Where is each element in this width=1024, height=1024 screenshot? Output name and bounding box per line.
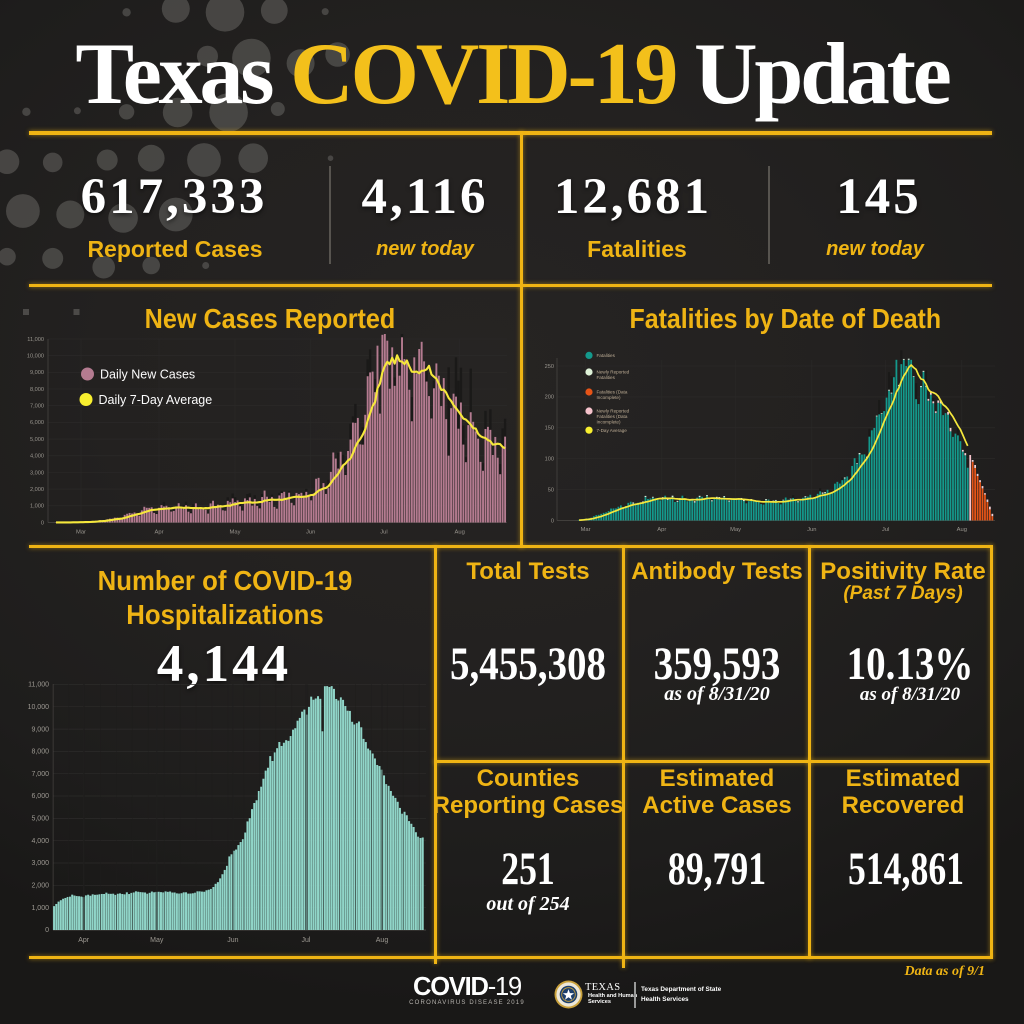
svg-text:Mar: Mar	[76, 530, 86, 536]
svg-text:0: 0	[551, 518, 554, 524]
svg-text:May: May	[730, 527, 741, 533]
svg-text:8,000: 8,000	[30, 387, 44, 393]
svg-text:Apr: Apr	[154, 530, 163, 536]
svg-text:Aug: Aug	[376, 937, 389, 944]
svg-text:Fatalities (Data: Fatalities (Data	[597, 414, 628, 419]
svg-text:Incomplete): Incomplete)	[597, 419, 621, 424]
svg-text:Incomplete): Incomplete)	[597, 395, 621, 400]
svg-text:3,000: 3,000	[31, 860, 49, 867]
svg-text:0: 0	[45, 927, 49, 934]
svg-text:11,000: 11,000	[27, 337, 44, 343]
svg-text:3,000: 3,000	[30, 470, 44, 476]
svg-text:May: May	[150, 937, 164, 944]
svg-text:Apr: Apr	[78, 937, 90, 944]
svg-text:6,000: 6,000	[31, 793, 49, 800]
svg-text:May: May	[230, 530, 241, 536]
svg-text:50: 50	[548, 487, 554, 493]
svg-text:200: 200	[545, 395, 554, 401]
svg-text:2,000: 2,000	[31, 883, 49, 890]
svg-text:2,000: 2,000	[30, 487, 44, 493]
svg-text:Jul: Jul	[380, 530, 387, 536]
svg-text:Jun: Jun	[227, 937, 238, 944]
svg-text:11,000: 11,000	[28, 682, 49, 689]
svg-text:5,000: 5,000	[30, 437, 44, 443]
svg-text:Daily New Cases: Daily New Cases	[100, 368, 195, 382]
svg-text:Newly Reported: Newly Reported	[597, 370, 630, 375]
svg-text:4,000: 4,000	[30, 454, 44, 460]
svg-text:Fatalities: Fatalities	[597, 353, 616, 358]
svg-text:10,000: 10,000	[28, 704, 50, 711]
svg-text:10,000: 10,000	[27, 354, 44, 360]
svg-text:7,000: 7,000	[31, 771, 49, 778]
svg-text:Mar: Mar	[581, 527, 591, 533]
svg-text:Jun: Jun	[306, 530, 315, 536]
svg-text:4,000: 4,000	[31, 838, 49, 845]
svg-text:6,000: 6,000	[30, 420, 44, 426]
svg-text:Fatalities (Data: Fatalities (Data	[597, 390, 628, 395]
svg-text:1,000: 1,000	[31, 905, 49, 912]
svg-text:9,000: 9,000	[30, 370, 44, 376]
svg-text:Jul: Jul	[882, 527, 889, 533]
svg-text:7,000: 7,000	[30, 404, 44, 410]
svg-text:250: 250	[545, 364, 554, 370]
svg-text:Daily 7-Day Average: Daily 7-Day Average	[99, 393, 213, 407]
svg-text:Fatalities: Fatalities	[597, 375, 616, 380]
svg-text:9,000: 9,000	[31, 726, 49, 733]
svg-text:150: 150	[545, 426, 554, 432]
svg-text:Jul: Jul	[302, 937, 311, 944]
svg-text:7-Day Average: 7-Day Average	[597, 428, 628, 433]
svg-text:0: 0	[41, 520, 44, 526]
svg-text:Aug: Aug	[957, 527, 967, 533]
svg-text:Apr: Apr	[657, 527, 666, 533]
svg-text:1,000: 1,000	[30, 504, 44, 510]
svg-text:Newly Reported: Newly Reported	[597, 409, 630, 414]
svg-text:5,000: 5,000	[31, 816, 49, 823]
svg-text:Jun: Jun	[807, 527, 816, 533]
svg-text:100: 100	[545, 457, 554, 463]
svg-text:Aug: Aug	[455, 530, 465, 536]
svg-text:8,000: 8,000	[31, 749, 49, 756]
